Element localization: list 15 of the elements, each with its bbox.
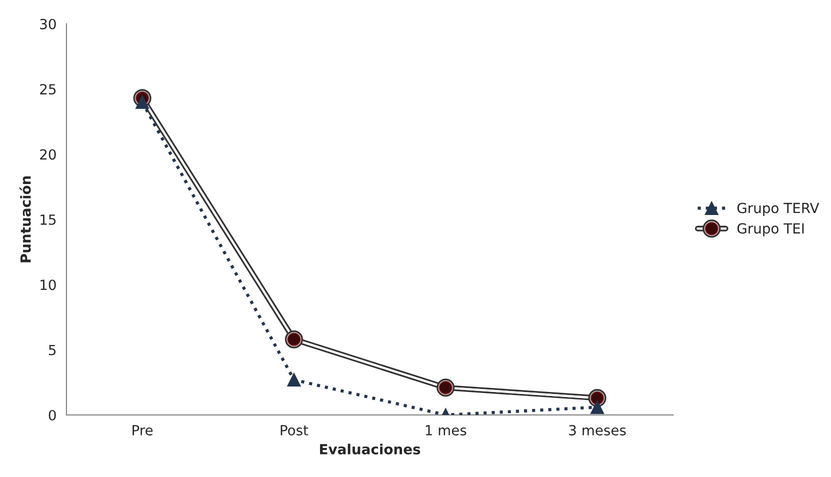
y-tick-label: 0 <box>48 410 56 420</box>
x-tick-label: Post <box>280 425 308 436</box>
y-tick-label: 5 <box>48 344 56 356</box>
y-tick-label: 15 <box>40 214 56 225</box>
x-tick-label: Pre <box>132 425 153 436</box>
legend-label: Grupo TERV <box>737 202 820 216</box>
y-tick-label: 10 <box>40 280 56 290</box>
y-tick-label: 25 <box>40 84 56 95</box>
x-tick-label: 1 mes <box>426 425 466 436</box>
x-axis-title: Evaluaciones <box>320 444 420 454</box>
y-tick-label: 30 <box>40 18 56 30</box>
x-tick-label: 3 meses <box>569 424 626 436</box>
legend-label: Grupo TEI <box>737 223 804 236</box>
y-axis-title: Puntuación <box>20 176 31 262</box>
y-tick-label: 20 <box>40 149 56 160</box>
